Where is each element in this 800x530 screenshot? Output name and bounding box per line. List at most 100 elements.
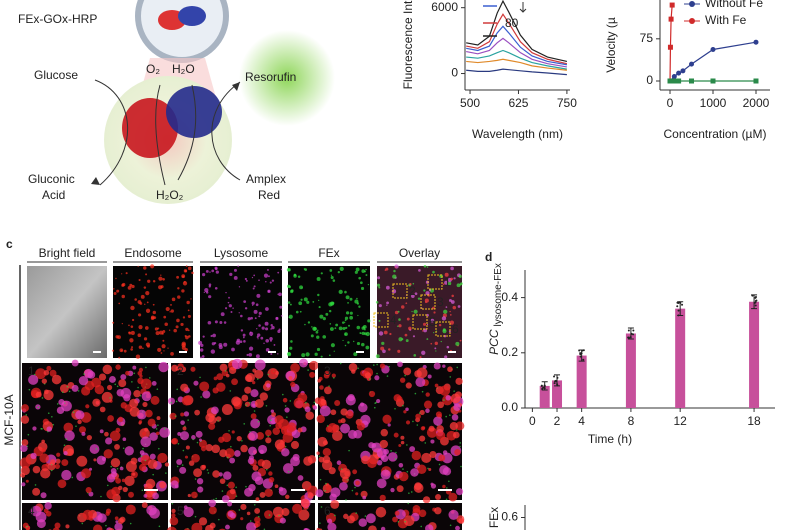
signal bbox=[208, 295, 212, 299]
signal bbox=[227, 481, 235, 489]
signal bbox=[115, 277, 117, 280]
replicate-dot bbox=[755, 299, 758, 302]
signal bbox=[61, 469, 72, 481]
signal bbox=[420, 525, 423, 528]
signal bbox=[441, 316, 447, 321]
signal bbox=[180, 412, 185, 417]
signal bbox=[324, 370, 331, 377]
signal bbox=[406, 470, 409, 473]
signal bbox=[325, 425, 333, 433]
signal bbox=[240, 314, 243, 318]
signal bbox=[329, 327, 334, 331]
signal bbox=[293, 273, 297, 277]
signal bbox=[144, 326, 149, 330]
signal bbox=[317, 378, 321, 383]
signal bbox=[324, 489, 326, 492]
signal bbox=[187, 266, 192, 271]
bar bbox=[552, 380, 563, 408]
signal bbox=[116, 289, 120, 293]
signal bbox=[284, 405, 287, 407]
signal bbox=[248, 431, 259, 441]
signal bbox=[166, 526, 177, 530]
signal bbox=[196, 441, 199, 444]
signal bbox=[214, 320, 218, 324]
y-tick-label: 75 bbox=[640, 31, 654, 45]
signal bbox=[267, 373, 270, 376]
signal bbox=[385, 285, 390, 290]
signal bbox=[268, 471, 273, 476]
signal bbox=[271, 325, 275, 330]
signal bbox=[180, 322, 184, 327]
signal bbox=[330, 276, 334, 280]
signal bbox=[411, 310, 413, 313]
signal bbox=[444, 272, 449, 277]
signal bbox=[301, 353, 306, 358]
signal bbox=[32, 465, 41, 474]
signal bbox=[270, 409, 275, 413]
signal bbox=[338, 326, 343, 331]
signal bbox=[289, 400, 292, 402]
x-tick-label: 2000 bbox=[743, 96, 770, 110]
signal bbox=[129, 406, 140, 417]
signal bbox=[169, 311, 171, 313]
signal bbox=[396, 396, 403, 403]
signal bbox=[89, 467, 93, 471]
signal bbox=[331, 373, 336, 378]
signal bbox=[412, 282, 415, 285]
signal bbox=[176, 465, 179, 468]
signal bbox=[229, 488, 236, 495]
microscopy: c MCF-10A Bright field Endosome Lysosome FE… bbox=[2, 237, 465, 530]
signal bbox=[396, 485, 404, 493]
signal bbox=[383, 448, 389, 455]
signal bbox=[455, 421, 465, 431]
signal bbox=[394, 407, 396, 410]
signal bbox=[208, 506, 217, 515]
signal bbox=[406, 444, 408, 446]
signal bbox=[36, 519, 46, 529]
signal bbox=[345, 326, 348, 330]
signal bbox=[200, 356, 202, 359]
signal bbox=[288, 285, 292, 289]
signal bbox=[398, 337, 403, 342]
protein-blue bbox=[178, 6, 206, 26]
signal bbox=[167, 397, 175, 405]
signal bbox=[409, 446, 416, 453]
signal bbox=[383, 330, 388, 335]
signal bbox=[264, 321, 269, 326]
signal bbox=[278, 419, 290, 430]
point bbox=[689, 78, 695, 84]
signal bbox=[50, 459, 56, 465]
point bbox=[667, 78, 673, 84]
signal bbox=[454, 449, 461, 456]
signal bbox=[182, 426, 187, 431]
signal bbox=[315, 489, 324, 498]
signal bbox=[412, 420, 414, 423]
signal bbox=[318, 456, 325, 463]
zoom-label: 1 bbox=[28, 364, 35, 378]
signal bbox=[367, 319, 371, 323]
zoom-image bbox=[318, 503, 462, 530]
signal bbox=[400, 440, 405, 445]
signal bbox=[355, 512, 358, 514]
signal bbox=[177, 287, 180, 290]
signal bbox=[411, 294, 415, 298]
signal bbox=[336, 460, 342, 465]
y-tick-label: 0.0 bbox=[501, 400, 518, 414]
signal bbox=[416, 367, 428, 379]
signal bbox=[252, 287, 255, 290]
signal bbox=[171, 502, 174, 505]
signal bbox=[156, 388, 159, 391]
signal bbox=[334, 514, 336, 517]
signal bbox=[438, 463, 441, 466]
signal bbox=[341, 321, 345, 324]
signal bbox=[357, 367, 359, 370]
arrowhead bbox=[91, 177, 100, 185]
signal bbox=[340, 423, 351, 434]
signal bbox=[401, 305, 405, 309]
signal bbox=[375, 301, 379, 304]
signal bbox=[248, 346, 254, 351]
signal bbox=[271, 279, 275, 282]
signal bbox=[106, 384, 113, 391]
signal bbox=[270, 419, 272, 422]
